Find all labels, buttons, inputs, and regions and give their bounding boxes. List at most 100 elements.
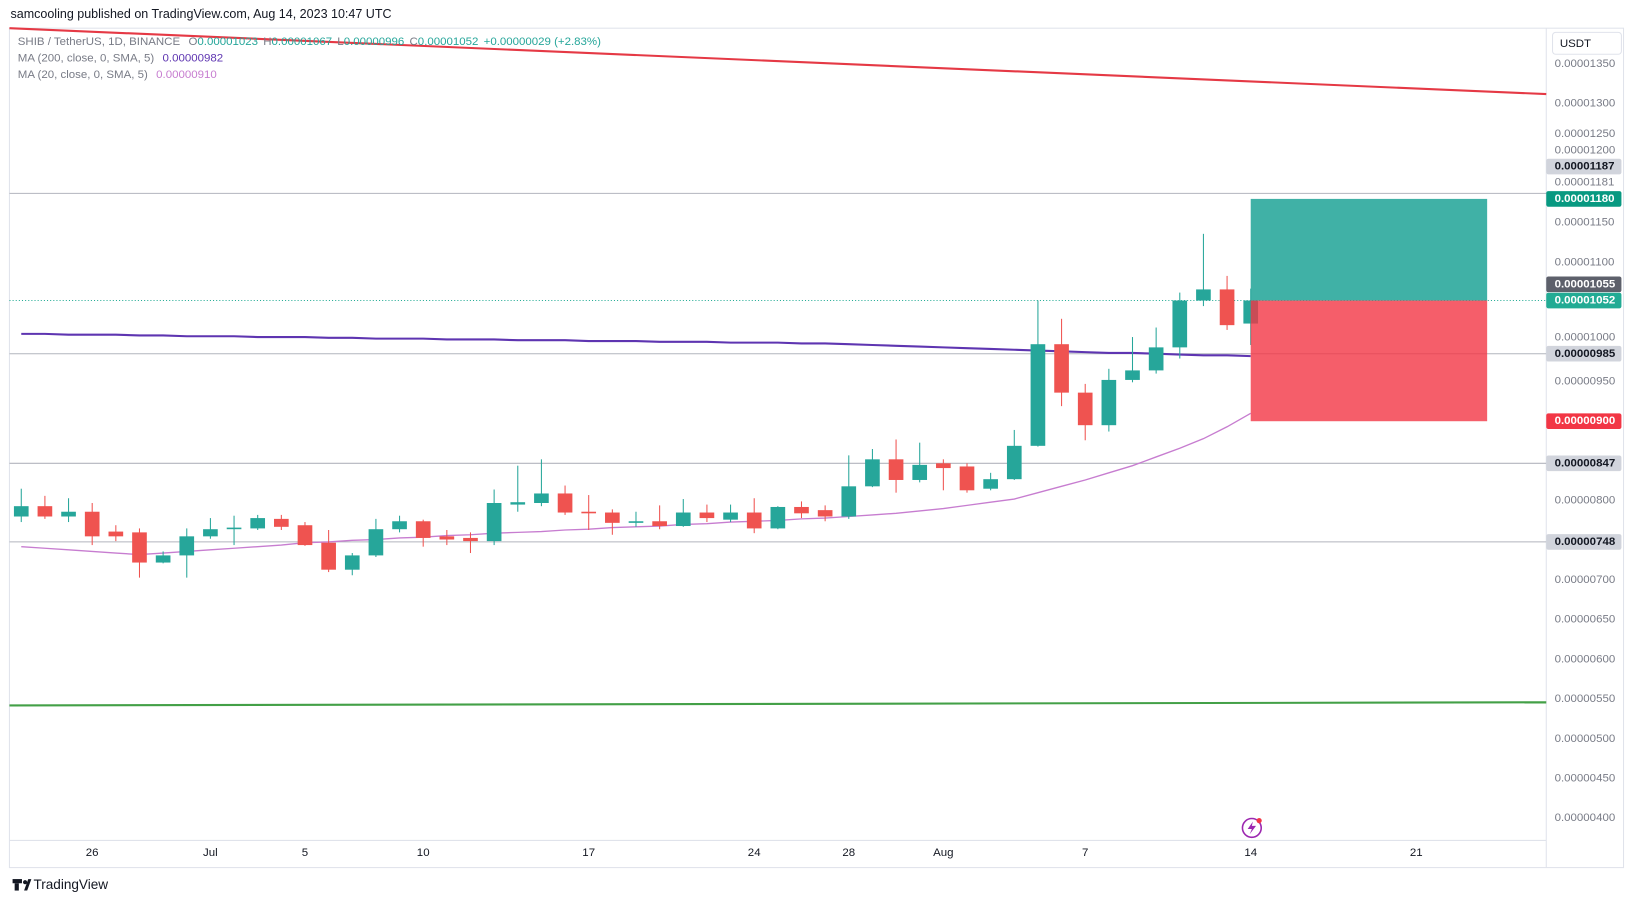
candle-body	[463, 537, 478, 542]
candle-body	[392, 521, 407, 530]
candle	[297, 522, 313, 546]
currency-box[interactable]	[1551, 31, 1622, 55]
y-tick-label: 0.00000950	[1555, 376, 1616, 388]
candle-body	[912, 464, 928, 480]
price-label: 0.00000985	[1555, 348, 1616, 360]
y-tick-label: 0.00001350	[1555, 58, 1616, 70]
x-tick-label: 21	[1410, 847, 1423, 859]
candle	[179, 528, 195, 578]
candle-body	[84, 511, 100, 537]
candle	[61, 498, 76, 523]
candle-body	[510, 502, 526, 505]
candle	[108, 525, 124, 542]
x-tick-label: 7	[1082, 847, 1088, 859]
candle-body	[983, 479, 998, 489]
candle-body	[108, 531, 124, 537]
x-tick-label: 17	[582, 847, 595, 859]
candle	[274, 514, 289, 530]
candle	[1030, 300, 1046, 447]
legend-key: O	[188, 36, 197, 48]
legend-change: +0.00000029 (+2.83%)	[484, 36, 602, 48]
candle-body	[605, 512, 620, 523]
position-target-zone	[1250, 198, 1488, 301]
candle	[13, 488, 29, 523]
candle	[132, 528, 147, 578]
candle-body	[1172, 300, 1188, 348]
price-label: 0.00000748	[1555, 536, 1616, 548]
legend-key: H	[263, 36, 271, 48]
candle-body	[486, 502, 502, 542]
price-label-background	[1546, 191, 1622, 207]
candle-body	[699, 512, 715, 519]
y-tick-label: 0.00001200	[1555, 144, 1616, 156]
candle-body	[841, 486, 857, 517]
y-tick-label: 0.00001150	[1555, 217, 1615, 229]
legend-main: SHIB / TetherUS, 1D, BINANCE O0.00001023 H…	[18, 36, 601, 48]
candle-body	[203, 529, 218, 537]
candle	[1006, 429, 1022, 480]
price-label-background	[1546, 276, 1622, 293]
legend-key: C	[410, 36, 418, 48]
candle-body	[179, 536, 195, 556]
candle	[1148, 327, 1164, 374]
alert-icon	[1241, 817, 1263, 839]
candle-body	[936, 463, 951, 469]
legend-value: 0.00000996	[344, 36, 405, 48]
price-label: 0.00000900	[1555, 415, 1616, 427]
candle-body	[1006, 445, 1022, 480]
candle	[675, 499, 691, 527]
price-label-background	[1546, 455, 1622, 472]
publisher-note: samcooling published on TradingView.com,…	[10, 7, 391, 21]
candle	[510, 465, 526, 512]
y-tick-label: 0.00001000	[1555, 332, 1616, 344]
y-tick-label: 0.00000600	[1555, 653, 1616, 665]
x-tick-label: 26	[86, 847, 99, 859]
trend-line	[9, 27, 1547, 96]
candle	[817, 505, 833, 522]
candle	[226, 515, 242, 546]
x-tick-label: Jul	[203, 847, 218, 859]
candle-body	[13, 506, 29, 517]
candle-body	[439, 536, 455, 540]
legend-value: 0.00001067	[272, 36, 333, 48]
candle-body	[61, 511, 76, 517]
candle	[415, 519, 431, 547]
price-label: 0.00001052	[1555, 295, 1616, 307]
candle	[888, 439, 904, 493]
candle-body	[274, 518, 289, 527]
price-label-background	[1546, 413, 1622, 430]
candle	[1101, 368, 1117, 432]
candle	[841, 455, 857, 519]
price-label: 0.00001180	[1555, 193, 1615, 205]
legend-key: L	[337, 36, 343, 48]
y-tick-label: 0.00000700	[1555, 574, 1616, 586]
candle	[983, 472, 998, 491]
candle-body	[1196, 289, 1211, 301]
candle	[463, 532, 478, 554]
candle-body	[817, 510, 833, 517]
legend-value: 0.00001023	[197, 36, 258, 48]
price-label-background	[1546, 534, 1622, 550]
candle-body	[297, 525, 313, 546]
legend-series-value: 0.00000910	[156, 69, 217, 81]
candle	[652, 505, 667, 530]
candle	[959, 463, 975, 493]
candle-body	[794, 506, 809, 514]
candle-body	[155, 555, 171, 563]
candle-body	[1054, 344, 1069, 393]
candle	[37, 495, 53, 519]
footer-logo	[12, 879, 32, 891]
candle-body	[581, 511, 597, 514]
candle-body	[321, 542, 336, 570]
legend-series: MA (20, close, 0, SMA, 5) 0.00000910	[18, 69, 217, 81]
candle	[203, 518, 218, 539]
candle-body	[415, 521, 431, 538]
x-tick-label: 14	[1244, 847, 1257, 859]
candle-body	[368, 529, 384, 556]
candle	[746, 498, 762, 534]
candle	[581, 495, 597, 530]
candle	[605, 509, 620, 535]
candle-body	[557, 493, 573, 513]
